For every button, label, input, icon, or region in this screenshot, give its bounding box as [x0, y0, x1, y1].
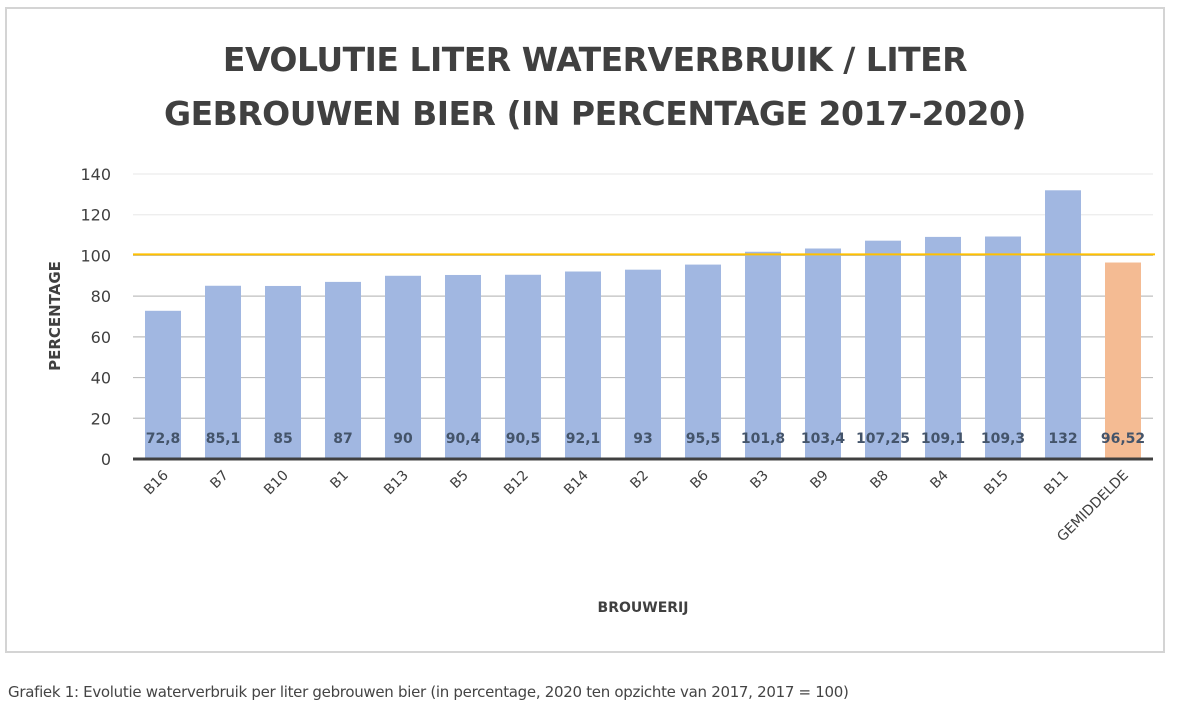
- bar: [985, 236, 1021, 459]
- chart-title-line-1: EVOLUTIE LITER WATERVERBRUIK / LITER: [222, 40, 968, 79]
- bar: [145, 310, 181, 459]
- bar: [1105, 262, 1141, 459]
- bars: [145, 190, 1141, 460]
- data-label: 85: [273, 431, 292, 447]
- bar: [505, 274, 541, 459]
- x-tick-label: B15: [981, 468, 1012, 499]
- y-tick-label: 100: [80, 246, 111, 265]
- bar: [565, 271, 601, 459]
- bar: [265, 285, 301, 459]
- y-tick-label: 40: [91, 369, 111, 388]
- data-label: 103,4: [801, 431, 846, 447]
- x-axis-label: BROUWERIJ: [598, 600, 689, 616]
- x-tick-label: B2: [627, 468, 651, 492]
- x-tick-labels: B16 B7 B10 B1 B13 B5 B12 B14 B2 B6 B3 B9 B8 B4 B15 B11G…: [141, 467, 1132, 545]
- x-tick-label: B12: [501, 468, 532, 499]
- bar: [445, 274, 481, 459]
- data-label: 95,5: [686, 431, 721, 447]
- bar-chart: 0 20 40 60 80 100 120 140 72,8 85,1 85 87 90 90,4 90,…: [46, 165, 1155, 616]
- chart-title-line-2: GEBROUWEN BIER (IN PERCENTAGE 2017-2020): [163, 94, 1027, 133]
- y-tick-label: 60: [91, 328, 111, 347]
- chart-title: EVOLUTIE LITER WATERVERBRUIK / LITER GEB…: [0, 33, 1190, 141]
- data-label: 90,5: [506, 431, 541, 447]
- data-label: 72,8: [146, 431, 181, 447]
- data-label: 132: [1048, 431, 1077, 447]
- x-tick-label: B5: [447, 468, 471, 492]
- bar: [1045, 190, 1081, 460]
- y-tick-label: 140: [80, 165, 111, 184]
- data-label: 109,1: [921, 431, 965, 447]
- bar: [205, 285, 241, 459]
- bar: [685, 264, 721, 459]
- x-tick-label: B14: [561, 467, 592, 498]
- data-label: 93: [633, 431, 652, 447]
- x-tick-label: B13: [381, 468, 412, 499]
- bar: [745, 251, 781, 459]
- data-labels: 72,8 85,1 85 87 90 90,4 90,5 92,1 93 95,5 101,8 103…: [146, 431, 1145, 447]
- x-tick-label: B8: [867, 468, 891, 492]
- data-label: 101,8: [741, 431, 785, 447]
- bar: [385, 275, 421, 459]
- x-tick-label: B6: [687, 467, 711, 491]
- data-label: 85,1: [206, 431, 241, 447]
- bar: [325, 281, 361, 459]
- x-tick-label: B1: [327, 468, 351, 492]
- x-tick-label: B10: [261, 468, 292, 499]
- x-tick-label: B7: [207, 468, 231, 492]
- y-tick-label: 80: [91, 287, 111, 306]
- data-label: 107,25: [856, 431, 910, 447]
- data-label: 92,1: [566, 431, 601, 447]
- bar: [805, 248, 841, 459]
- figure-caption: Grafiek 1: Evolutie waterverbruik per li…: [8, 683, 849, 701]
- data-label: 96,52: [1101, 431, 1145, 447]
- y-tick-label: 120: [80, 206, 111, 225]
- x-tick-label: B16: [141, 467, 172, 498]
- data-label: 90: [393, 431, 413, 447]
- data-label: 90,4: [446, 431, 481, 447]
- y-tick-label: 20: [91, 409, 111, 428]
- y-axis-label: PERCENTAGE: [46, 261, 64, 371]
- x-tick-label: B9: [807, 468, 831, 492]
- x-tick-label: B4: [927, 467, 951, 491]
- x-tick-label: B11: [1041, 468, 1072, 499]
- bar: [625, 269, 661, 459]
- x-tick-label: B3: [747, 468, 771, 492]
- y-tick-label: 0: [101, 450, 111, 469]
- bar: [925, 236, 961, 459]
- data-label: 109,3: [981, 431, 1025, 447]
- y-tick-labels: 0 20 40 60 80 100 120 140: [80, 165, 111, 469]
- bar: [865, 240, 901, 459]
- data-label: 87: [333, 431, 352, 447]
